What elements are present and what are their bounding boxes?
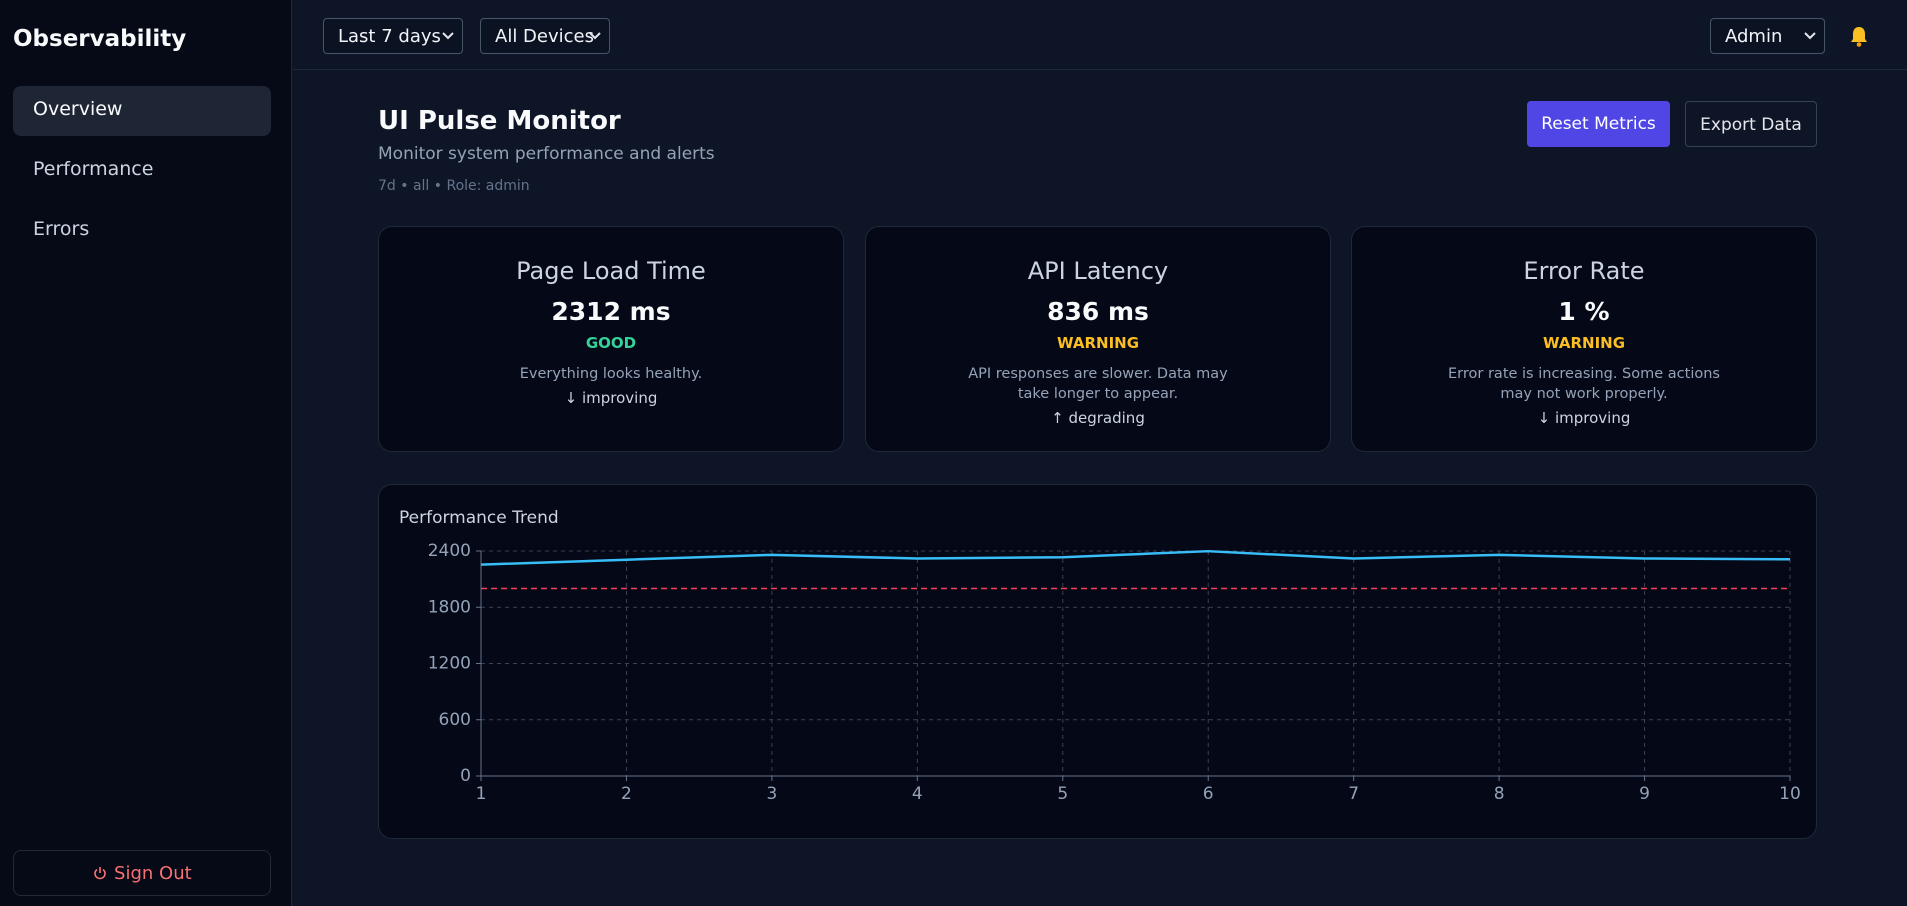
chevron — [1804, 32, 1816, 40]
x-tick-label: 1 — [476, 784, 487, 804]
chart: Performance Trend 0 600 1200 1800 2400 1 2 3 4 5 6… — [399, 508, 1801, 804]
page-subtitle: Monitor system performance and alerts — [378, 144, 715, 164]
top-bar — [293, 0, 1907, 70]
card-value: 836 ms — [1047, 297, 1149, 326]
card-message: API responses are slower. Data may take … — [968, 366, 1228, 402]
user-label: Admin — [1725, 26, 1783, 47]
card-title: Error Rate — [1523, 257, 1645, 285]
y-tick-label: 0 — [460, 766, 471, 786]
card-trend: ↓ improving — [1537, 409, 1631, 427]
x-tick-label: 10 — [1779, 784, 1801, 804]
sidebar: Observability Overview Performance Error… — [0, 0, 292, 906]
chevron — [589, 32, 601, 40]
power-icon — [94, 867, 107, 880]
metric-card: Error Rate 1 % WARNING Error rate is inc… — [1351, 226, 1817, 452]
y-tick-label: 2400 — [428, 541, 471, 561]
card-trend: ↑ degrading — [1051, 409, 1145, 427]
x-tick-label: 4 — [912, 784, 923, 804]
nav-item[interactable]: Errors — [33, 218, 90, 240]
y-tick-label: 1200 — [428, 654, 471, 674]
export-button[interactable]: Export Data — [1685, 101, 1817, 147]
chevron — [442, 32, 454, 40]
page-meta: 7d • all • Role: admin — [378, 178, 530, 194]
y-tick-label: 600 — [439, 710, 471, 730]
page-title: UI Pulse Monitor — [378, 106, 621, 136]
card-value: 2312 ms — [551, 297, 671, 326]
reset-button[interactable]: Reset Metrics — [1527, 101, 1670, 147]
x-tick-label: 6 — [1203, 784, 1214, 804]
card-status: GOOD — [585, 334, 637, 352]
device-filter[interactable]: All Devices — [480, 18, 610, 54]
date-filter[interactable]: Last 7 days — [323, 18, 463, 54]
x-tick-label: 8 — [1494, 784, 1505, 804]
metric-card: API Latency 836 ms WARNING API responses… — [865, 226, 1331, 452]
x-tick-label: 3 — [766, 784, 777, 804]
card-trend: ↓ improving — [564, 389, 658, 407]
card-status: WARNING — [1056, 334, 1140, 352]
chart-panel: Performance Trend 0 600 1200 1800 2400 1 2 3 4 5 6… — [378, 484, 1817, 839]
metric-card: Page Load Time 2312 ms GOOD Everything l… — [378, 226, 844, 452]
card-status: WARNING — [1542, 334, 1626, 352]
chart-title: Performance Trend — [399, 508, 559, 528]
sign-out-button[interactable]: Sign Out — [13, 850, 271, 896]
sign-out-label: Sign Out — [114, 863, 192, 884]
card-value: 1 % — [1558, 297, 1610, 326]
x-tick-label: 9 — [1639, 784, 1650, 804]
y-tick-label: 1800 — [428, 597, 471, 617]
device-filter-label: All Devices — [495, 26, 594, 47]
date-filter-label: Last 7 days — [338, 26, 441, 47]
x-tick-label: 2 — [621, 784, 632, 804]
card-title: Page Load Time — [516, 257, 706, 285]
notification-bell[interactable] — [1848, 24, 1870, 48]
x-tick-label: 7 — [1348, 784, 1359, 804]
nav-item[interactable]: Performance — [33, 158, 154, 180]
trend-line — [480, 549, 1791, 566]
x-tick-label: 5 — [1057, 784, 1068, 804]
nav-item[interactable]: Overview — [13, 86, 271, 136]
card-message: Everything looks healthy. — [519, 366, 703, 382]
card-message: Error rate is increasing. Some actions m… — [1448, 366, 1720, 402]
user-menu[interactable]: Admin — [1710, 18, 1825, 54]
card-title: API Latency — [1027, 257, 1169, 285]
brand: Observability — [13, 26, 187, 52]
